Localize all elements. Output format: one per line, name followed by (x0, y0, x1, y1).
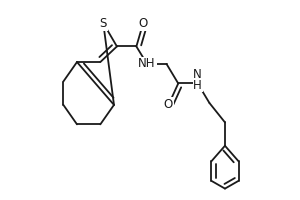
Text: O: O (164, 98, 173, 111)
Text: H: H (193, 79, 202, 92)
Text: NH: NH (138, 57, 156, 70)
Text: N: N (193, 68, 202, 81)
Text: S: S (100, 17, 107, 30)
Text: O: O (139, 17, 148, 30)
